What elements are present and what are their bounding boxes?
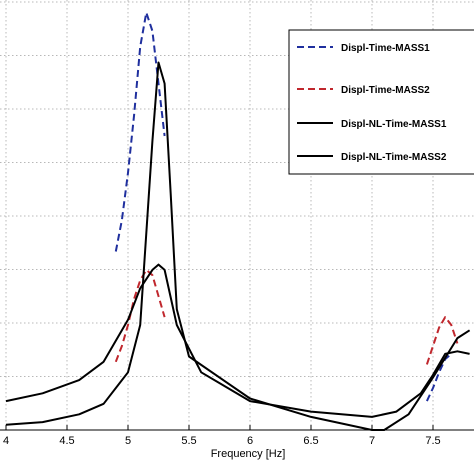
x-tick-label: 7: [369, 435, 375, 447]
x-tick-label: 5: [125, 435, 131, 447]
x-tick-label: 6.5: [303, 435, 318, 447]
legend: Displ-Time-MASS1 Displ-Time-MASS2 Displ-NL…: [288, 29, 474, 175]
series-line-2: [114, 268, 166, 363]
series-line-3: [5, 263, 470, 418]
x-ticks: 4 4.5 5 5.5 6 6.5 7 7.5: [3, 425, 441, 447]
x-tick-label: 7.5: [425, 435, 440, 447]
legend-label-2: Displ-Time-MASS2: [341, 85, 430, 96]
x-tick-label: 4: [3, 435, 9, 447]
series-line-4: [5, 61, 471, 431]
grid: [0, 0, 474, 430]
x-axis-title: Frequency [Hz]: [211, 448, 286, 460]
series-layer: [5, 11, 471, 431]
legend-label-3: Displ-NL-Time-MASS1: [341, 119, 447, 130]
series-line-2: [425, 316, 459, 365]
legend-box: [288, 29, 474, 175]
x-tick-label: 4.5: [59, 435, 74, 447]
series-line-1: [425, 353, 452, 402]
legend-label-4: Displ-NL-Time-MASS2: [341, 152, 447, 163]
x-tick-label: 5.5: [181, 435, 196, 447]
series-line-1: [114, 11, 166, 252]
x-tick-label: 6: [247, 435, 253, 447]
legend-label-1: Displ-Time-MASS1: [341, 43, 430, 54]
